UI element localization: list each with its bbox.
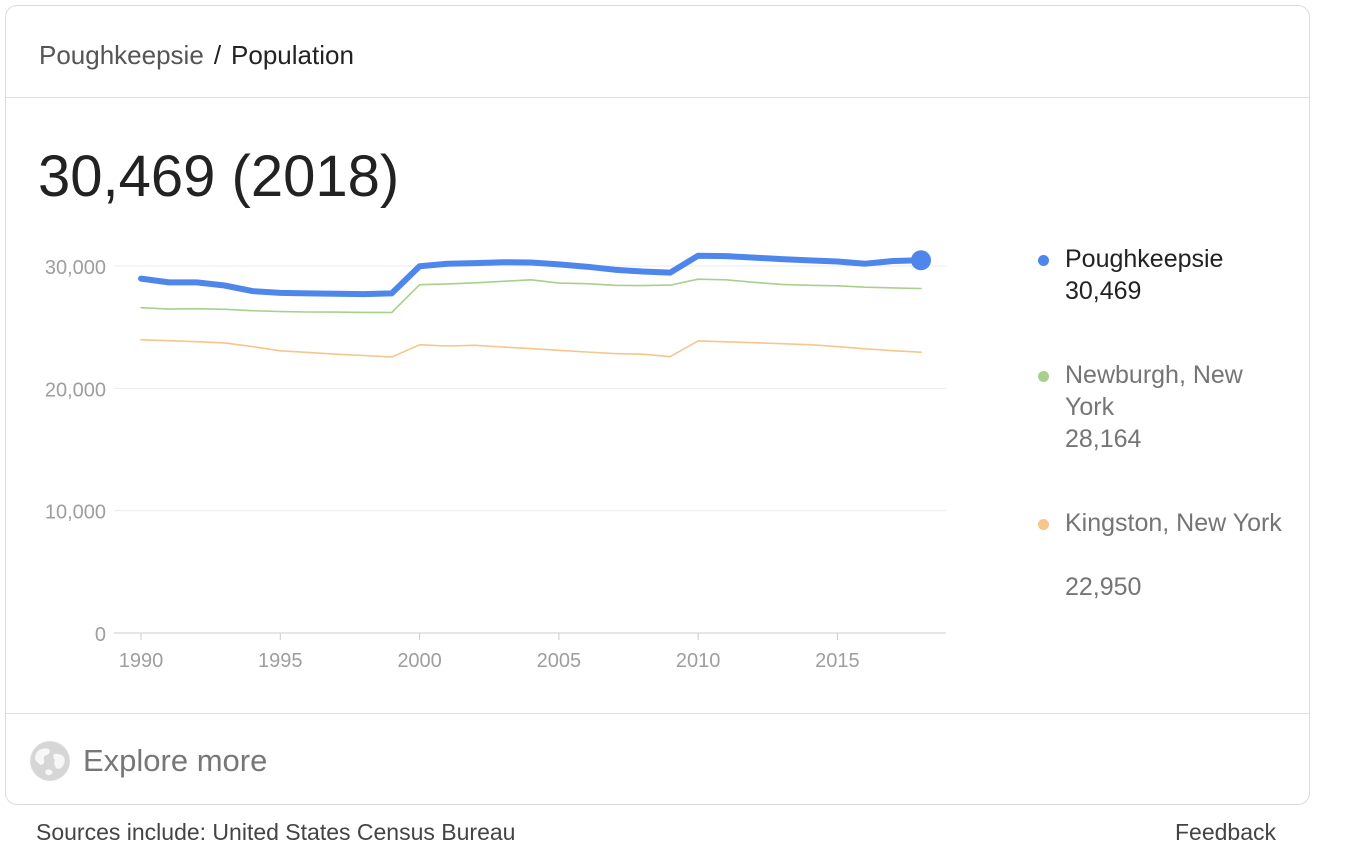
legend-value: 22,950 [1065, 573, 1142, 601]
x-tick-label: 1995 [258, 650, 303, 672]
y-tick-label: 30,000 [45, 257, 106, 279]
footer-divider [6, 713, 1309, 714]
breadcrumb-parent[interactable]: Poughkeepsie [39, 40, 204, 70]
legend-dot-kingston [1038, 519, 1049, 530]
breadcrumb-separator: / [213, 40, 222, 70]
y-tick-label: 20,000 [45, 379, 106, 401]
legend-name: Poughkeepsie [1065, 245, 1224, 273]
x-tick-label: 2000 [397, 650, 442, 672]
population-chart[interactable]: 0 10,000 20,000 30,000 1990 1995 2000 2005 2010 2… [6, 6, 1006, 706]
breadcrumb: Poughkeepsie / Population [39, 38, 354, 72]
x-tick-label: 1990 [119, 650, 164, 672]
explore-more-label: Explore more [83, 743, 268, 778]
header-divider [6, 97, 1309, 98]
legend-value: 30,469 [1065, 277, 1142, 305]
legend-dot-newburgh [1038, 371, 1049, 382]
feedback-link[interactable]: Feedback [1174, 819, 1276, 845]
breadcrumb-current: Population [231, 40, 354, 70]
x-tick-label: 2005 [537, 650, 582, 672]
population-headline: 30,469 (2018) [38, 144, 400, 209]
x-tick-label: 2010 [676, 650, 721, 672]
legend-value: 28,164 [1065, 425, 1142, 453]
legend-dot-poughkeepsie [1038, 255, 1049, 266]
series-endpoint-marker [911, 250, 931, 271]
globe-icon [30, 741, 70, 781]
series-line-newburgh [140, 278, 922, 314]
y-tick-label: 10,000 [45, 502, 106, 524]
series-line-kingston [140, 338, 922, 358]
legend-name: Newburgh, New York [1065, 361, 1243, 421]
explore-more-link[interactable]: Explore more [30, 739, 267, 783]
y-tick-label: 0 [95, 624, 106, 646]
sources-note: Sources include: United States Census Bu… [36, 819, 516, 845]
series-line-poughkeepsie [138, 252, 924, 298]
x-tick-label: 2015 [815, 650, 860, 672]
legend-name: Kingston, New York [1065, 509, 1282, 537]
